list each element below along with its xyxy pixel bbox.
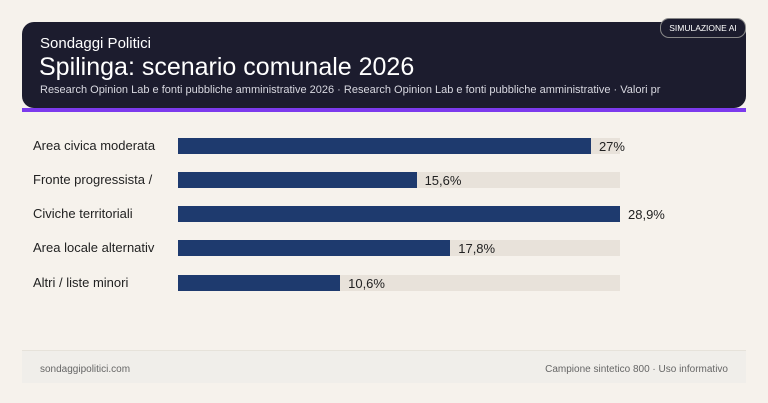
bar-row: Area civica moderata 27% <box>0 136 768 156</box>
category-label: Civiche territoriali <box>33 206 133 221</box>
header-card: Sondaggi Politici Spilinga: scenario com… <box>22 22 746 108</box>
page-title: Spilinga: scenario comunale 2026 <box>39 53 415 81</box>
kicker: Sondaggi Politici <box>40 35 151 52</box>
value-label: 17,8% <box>458 241 496 256</box>
category-label: Altri / liste minori <box>33 275 129 290</box>
category-label: Area locale alternativ <box>33 240 155 255</box>
bar <box>178 240 451 256</box>
category-label: Fronte progressista / <box>33 172 153 187</box>
value-label: 10,6% <box>348 276 385 291</box>
value-label: 15,6% <box>424 173 462 188</box>
subtitle: Research Opinion Lab e fonti pubbliche a… <box>40 84 661 96</box>
bar-row: Fronte progressista / 15,6% <box>0 170 768 190</box>
category-label: Area civica moderata <box>33 138 156 153</box>
footer-site: sondaggipolitici.com <box>40 364 131 375</box>
bar <box>178 206 620 222</box>
simulation-badge: SIMULAZIONE AI <box>660 18 746 38</box>
footer: sondaggipolitici.com Campione sintetico … <box>22 350 746 383</box>
bar-row: Civiche territoriali 28,9% <box>0 204 768 224</box>
accent-divider <box>22 108 746 112</box>
footer-note: Campione sintetico 800 · Uso informativo <box>545 364 728 375</box>
value-label: 28,9% <box>628 207 665 222</box>
value-label: 27% <box>598 139 625 154</box>
bar-row: Altri / liste minori 10,6% <box>0 273 768 293</box>
bar <box>178 172 417 188</box>
bar <box>178 138 591 154</box>
bar <box>178 275 341 291</box>
bar-row: Area locale alternativ 17,8% <box>0 238 768 258</box>
